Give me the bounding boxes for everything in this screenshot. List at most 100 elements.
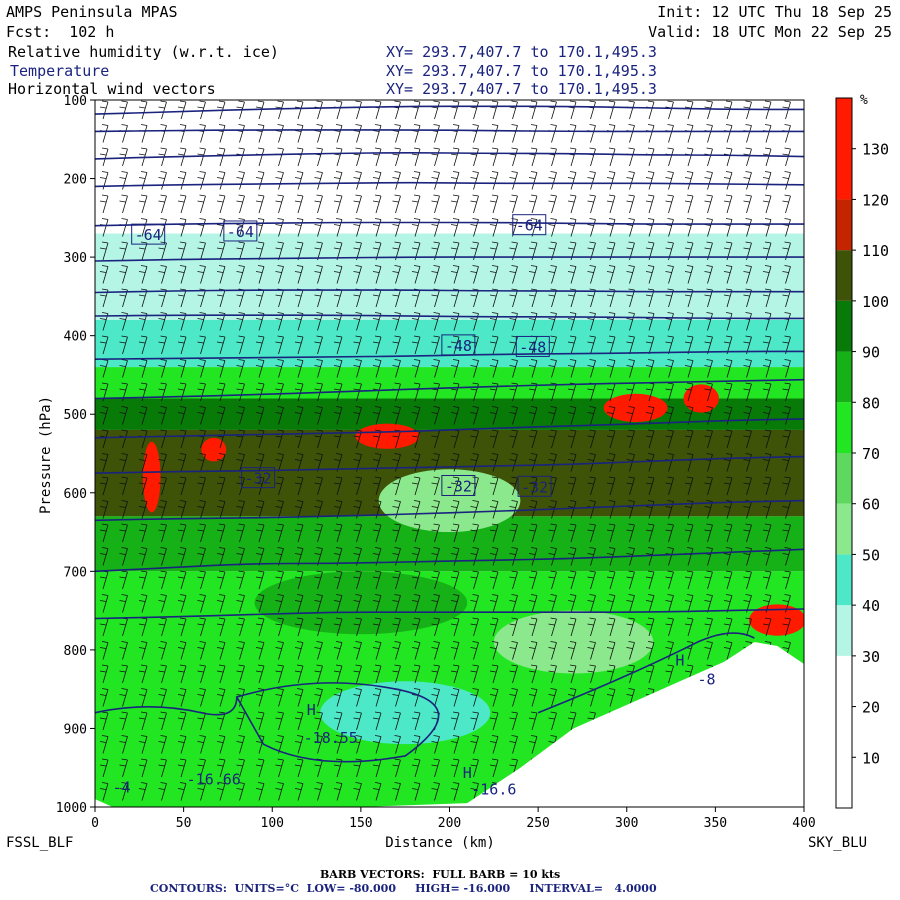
y-tick-label: 200	[64, 173, 87, 188]
wind-barb	[762, 406, 772, 425]
wind-barb	[177, 171, 187, 190]
rh-patch	[355, 423, 420, 449]
wind-barb	[197, 688, 206, 707]
wind-barb	[255, 476, 265, 496]
wind-barb	[645, 476, 655, 496]
wind-barb	[216, 335, 226, 355]
wind-barb	[528, 570, 538, 590]
wind-barb	[294, 500, 304, 519]
wind-barb	[626, 523, 635, 543]
wind-barb	[314, 312, 323, 331]
wind-barb	[255, 523, 265, 543]
x-axis-label: Distance (km)	[385, 835, 495, 851]
wind-barb	[333, 570, 343, 590]
wind-barb	[567, 194, 577, 214]
wind-barb	[762, 288, 772, 308]
wind-barb	[431, 194, 440, 214]
wind-barb	[177, 453, 187, 472]
wind-barb	[255, 241, 265, 261]
wind-barb	[626, 288, 635, 308]
wind-barb	[314, 241, 323, 261]
wind-barb	[294, 664, 304, 684]
wind-barb	[450, 194, 460, 214]
wind-barb	[197, 171, 206, 190]
wind-barb	[314, 617, 323, 637]
wind-barb	[294, 335, 304, 355]
wind-barb	[177, 241, 187, 261]
wind-barb	[177, 782, 187, 801]
wind-barb	[704, 382, 713, 402]
wind-barb	[450, 570, 460, 590]
contour-label-box	[515, 335, 550, 357]
wind-barb	[138, 641, 148, 660]
wind-barb	[470, 265, 479, 284]
wind-barb	[216, 312, 226, 331]
wind-barb	[587, 570, 596, 590]
wind-barb	[236, 171, 245, 190]
wind-barb	[509, 711, 518, 731]
wind-barb	[372, 265, 382, 284]
y-tick-label: 600	[64, 487, 87, 502]
wind-barb	[509, 476, 518, 496]
wind-barb	[119, 406, 128, 425]
wind-barb	[626, 265, 635, 284]
wind-barb	[450, 711, 460, 731]
temperature-contour	[95, 418, 804, 439]
wind-barb	[177, 312, 187, 331]
wind-barb	[353, 688, 362, 707]
wind-barb	[197, 500, 206, 519]
wind-barb	[762, 429, 772, 449]
wind-barb	[704, 100, 713, 120]
wind-barb	[567, 570, 577, 590]
wind-barb	[509, 523, 518, 543]
xy-range-3: XY= 293.7,407.7 to 170.1,495.3	[386, 80, 657, 98]
temperature-contour	[95, 152, 804, 160]
wind-barb	[548, 664, 557, 684]
wind-barb	[489, 523, 499, 543]
wind-barb	[314, 570, 323, 590]
wind-barb	[372, 570, 382, 590]
x-tick-label: 100	[261, 816, 284, 831]
wind-barb	[216, 688, 226, 707]
wind-barb	[606, 570, 616, 590]
wind-barb	[411, 735, 421, 754]
wind-barb	[197, 359, 206, 378]
wind-barb	[255, 359, 265, 378]
wind-barb	[743, 523, 752, 543]
wind-barb	[216, 570, 226, 590]
wind-barb	[684, 476, 694, 496]
wind-barb	[567, 594, 577, 613]
wind-barb	[119, 288, 128, 308]
wind-barb	[470, 147, 479, 167]
wind-barb	[216, 782, 226, 801]
wind-barb	[645, 359, 655, 378]
wind-barb	[411, 570, 421, 590]
wind-barb	[723, 194, 733, 214]
temperature-contour	[95, 455, 804, 474]
wind-barb	[372, 523, 382, 543]
wind-barb	[158, 547, 167, 566]
wind-barb	[294, 735, 304, 754]
wind-barb	[684, 100, 694, 120]
colorbar-bin	[836, 250, 852, 301]
wind-barb	[294, 406, 304, 425]
wind-barb	[762, 100, 772, 120]
wind-barb	[392, 406, 401, 425]
wind-barb	[665, 476, 674, 496]
wind-barb	[99, 453, 109, 472]
wind-barb	[450, 735, 460, 754]
wind-barb	[450, 523, 460, 543]
wind-barb	[782, 476, 791, 496]
wind-barb	[294, 453, 304, 472]
wind-barb	[353, 171, 362, 190]
wind-barb	[197, 382, 206, 402]
temperature-contour	[95, 221, 804, 227]
y-tick-label: 700	[64, 565, 87, 580]
wind-barb	[450, 664, 460, 684]
wind-barb	[138, 476, 148, 496]
wind-barb	[275, 570, 284, 590]
wind-barb	[762, 476, 772, 496]
wind-barb	[567, 359, 577, 378]
temperature-contour	[95, 181, 804, 188]
